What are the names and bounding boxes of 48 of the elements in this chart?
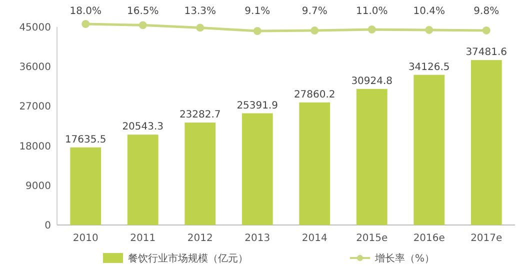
x-tick-label: 2010	[72, 233, 98, 244]
data-label: 17635.5	[64, 134, 106, 146]
x-tick-label: 2016e	[413, 233, 445, 244]
data-label: 9.1%	[244, 6, 270, 17]
data-label: 18.0%	[70, 6, 102, 17]
point	[310, 26, 319, 35]
x-tick-label: 2014	[302, 233, 328, 244]
bar	[242, 113, 273, 225]
x-tick-label: 2017e	[470, 233, 502, 244]
data-label: 13.3%	[184, 6, 216, 17]
point	[368, 26, 376, 34]
x-tick-label: 2015e	[356, 233, 388, 244]
bar	[70, 147, 102, 225]
point	[138, 21, 147, 30]
x-tick-label: 2012	[187, 233, 213, 244]
data-label: 30924.8	[351, 76, 393, 87]
x-tick-label: 2013	[244, 233, 270, 244]
point	[425, 26, 434, 34]
data-label: 25391.9	[236, 100, 278, 112]
legend-label: 增长率（%）	[374, 252, 435, 264]
data-label: 9.7%	[302, 6, 328, 17]
point	[253, 27, 262, 35]
point	[82, 20, 90, 28]
data-label: 37481.6	[466, 47, 508, 58]
y-tick-label: 18000	[19, 141, 51, 152]
data-label: 9.8%	[474, 6, 500, 17]
bar	[356, 88, 388, 225]
data-label: 34126.5	[408, 62, 450, 73]
bar	[414, 74, 445, 225]
y-tick-label: 9000	[26, 180, 51, 192]
y-tick-label: 0	[44, 220, 51, 232]
point	[196, 24, 204, 32]
bar	[184, 122, 216, 225]
y-tick-label: 45000	[19, 22, 51, 34]
data-label: 23282.7	[179, 110, 221, 121]
legend-label: 餐饮行业市场规模（亿元）	[128, 252, 248, 264]
x-tick-label: 2011	[130, 233, 156, 244]
data-label: 27860.2	[294, 89, 336, 100]
data-label: 10.4%	[413, 6, 446, 17]
bar	[470, 60, 502, 225]
data-label: 20543.3	[122, 122, 164, 133]
bar	[127, 134, 158, 225]
y-tick-label: 36000	[19, 62, 51, 74]
bar	[299, 102, 330, 225]
data-label: 11.0%	[356, 6, 388, 17]
y-tick-label: 27000	[19, 102, 51, 113]
data-label: 16.5%	[126, 6, 159, 17]
point	[482, 26, 490, 34]
